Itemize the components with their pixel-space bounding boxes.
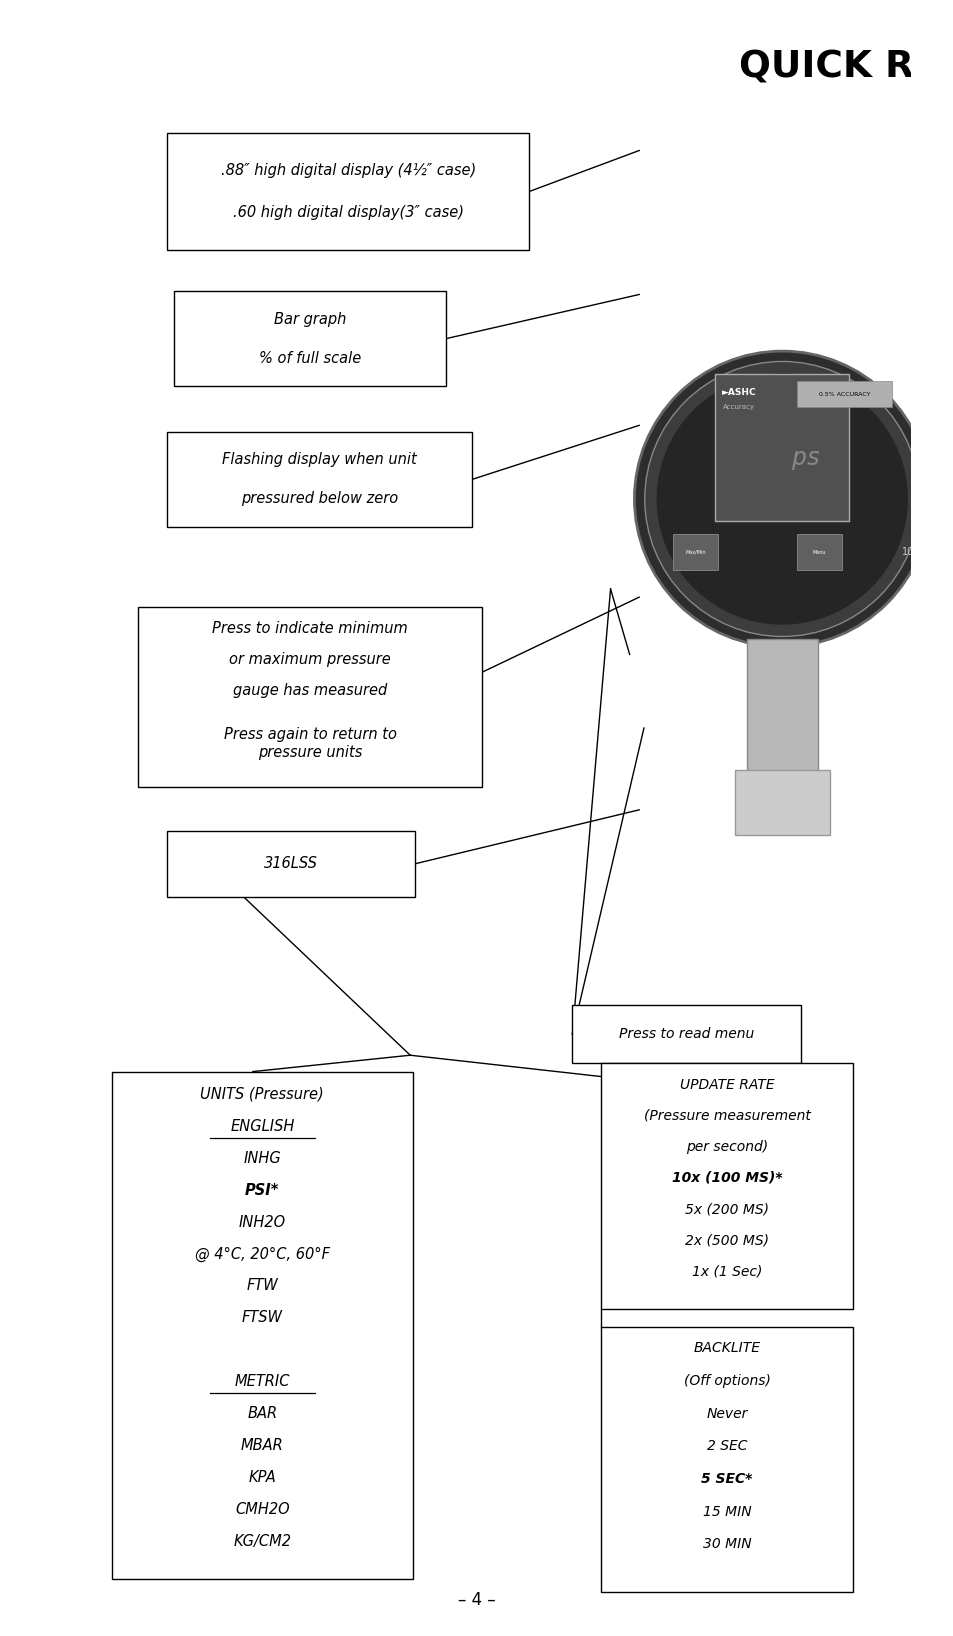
Text: per second): per second) xyxy=(685,1140,767,1153)
Text: 5x (200 MS): 5x (200 MS) xyxy=(684,1202,768,1216)
Text: 0.5% ACCURACY: 0.5% ACCURACY xyxy=(818,391,869,396)
Text: 30 MIN: 30 MIN xyxy=(702,1538,750,1551)
Bar xyxy=(745,638,817,777)
Text: FTSW: FTSW xyxy=(242,1310,282,1325)
Text: 15 MIN: 15 MIN xyxy=(702,1505,750,1518)
Text: Press to read menu: Press to read menu xyxy=(618,1027,754,1040)
Text: 10: 10 xyxy=(901,546,913,558)
Text: MBAR: MBAR xyxy=(241,1438,283,1453)
Text: @ 4°C, 20°C, 60°F: @ 4°C, 20°C, 60°F xyxy=(194,1247,330,1261)
Bar xyxy=(600,1327,852,1592)
Bar xyxy=(167,133,529,250)
Text: ENGLISH: ENGLISH xyxy=(230,1119,294,1134)
Text: INH2O: INH2O xyxy=(238,1214,286,1230)
Text: .60 high digital display(3″ case): .60 high digital display(3″ case) xyxy=(233,204,463,221)
Text: Flashing display when unit: Flashing display when unit xyxy=(222,452,416,468)
Bar xyxy=(600,1063,852,1309)
Text: Never: Never xyxy=(705,1407,747,1420)
Bar xyxy=(734,769,829,834)
Bar xyxy=(572,1005,801,1063)
Text: INHG: INHG xyxy=(243,1150,281,1166)
Text: – 4 –: – 4 – xyxy=(457,1590,496,1610)
Text: (Off options): (Off options) xyxy=(682,1374,770,1387)
Text: BAR: BAR xyxy=(247,1405,277,1422)
Text: or maximum pressure: or maximum pressure xyxy=(229,651,391,667)
Text: ps: ps xyxy=(790,447,821,470)
Bar xyxy=(796,381,891,407)
Bar xyxy=(672,533,718,571)
Text: Press to indicate minimum: Press to indicate minimum xyxy=(212,620,408,636)
Ellipse shape xyxy=(634,352,929,646)
Ellipse shape xyxy=(644,362,919,636)
Text: Accuracy: Accuracy xyxy=(722,404,755,411)
Text: Max/Min: Max/Min xyxy=(684,550,705,555)
Bar xyxy=(796,533,841,571)
Bar xyxy=(910,0,953,1636)
Bar xyxy=(173,291,446,386)
Text: 2x (500 MS): 2x (500 MS) xyxy=(684,1234,768,1247)
Bar xyxy=(112,1072,412,1579)
Text: 2 SEC: 2 SEC xyxy=(706,1440,746,1453)
Text: pressured below zero: pressured below zero xyxy=(241,491,397,507)
Text: KG/CM2: KG/CM2 xyxy=(233,1533,291,1549)
Text: Press again to return to: Press again to return to xyxy=(223,726,396,743)
Text: ►ASHC: ►ASHC xyxy=(721,388,756,398)
Text: 10x (100 MS)*: 10x (100 MS)* xyxy=(671,1171,781,1184)
Text: Bar graph: Bar graph xyxy=(274,311,346,327)
Text: BACKLITE: BACKLITE xyxy=(693,1342,760,1355)
Bar xyxy=(715,375,848,520)
Text: % of full scale: % of full scale xyxy=(258,350,361,366)
Text: pressure units: pressure units xyxy=(257,744,362,761)
Bar xyxy=(167,831,415,897)
Text: gauge has measured: gauge has measured xyxy=(233,682,387,699)
Text: CMH2O: CMH2O xyxy=(234,1502,290,1517)
Bar xyxy=(138,607,481,787)
Text: (Pressure measurement: (Pressure measurement xyxy=(643,1109,809,1122)
Text: METRIC: METRIC xyxy=(234,1374,290,1389)
Ellipse shape xyxy=(656,373,907,625)
Text: FTW: FTW xyxy=(246,1278,278,1294)
Text: UNITS (Pressure): UNITS (Pressure) xyxy=(200,1086,324,1103)
Text: KPA: KPA xyxy=(248,1469,276,1485)
Text: UPDATE RATE: UPDATE RATE xyxy=(679,1078,774,1091)
Text: .88″ high digital display (4½″ case): .88″ high digital display (4½″ case) xyxy=(220,162,476,178)
Text: PSI*: PSI* xyxy=(245,1183,279,1198)
Text: Menu: Menu xyxy=(812,550,825,555)
Text: 316LSS: 316LSS xyxy=(264,856,317,872)
Text: QUICK RE: QUICK RE xyxy=(739,49,939,85)
Bar xyxy=(167,432,472,527)
Text: 5 SEC*: 5 SEC* xyxy=(700,1472,752,1485)
Text: 1x (1 Sec): 1x (1 Sec) xyxy=(691,1265,761,1278)
